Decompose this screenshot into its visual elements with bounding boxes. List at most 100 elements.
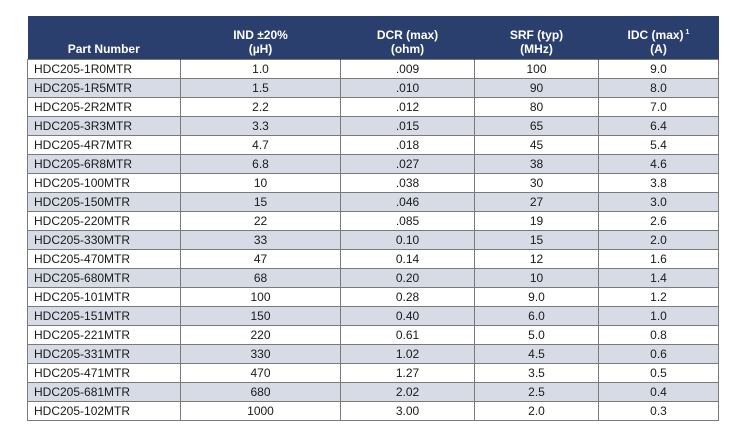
cell-srf: 80 xyxy=(474,97,599,117)
cell-inductance: 47 xyxy=(180,249,341,269)
cell-dcr: 0.61 xyxy=(340,325,475,345)
cell-dcr: 0.40 xyxy=(340,306,475,326)
cell-inductance: 4.7 xyxy=(180,135,341,155)
table-header: Part Number IND ±20% (µH) DCR (max) (ohm… xyxy=(27,16,719,60)
cell-srf: 100 xyxy=(474,59,599,79)
header-idc-line1: IDC (max) 1 xyxy=(603,26,714,42)
cell-part-number: HDC205-150MTR xyxy=(27,192,181,212)
cell-idc: 0.8 xyxy=(598,325,719,345)
cell-dcr: .027 xyxy=(340,154,475,174)
header-dcr-line1: DCR (max) xyxy=(376,28,439,42)
cell-dcr: .015 xyxy=(340,116,475,136)
cell-srf: 9.0 xyxy=(474,287,599,307)
table-row: HDC205-2R2MTR 2.2.012 80 7.0 xyxy=(27,97,719,117)
header-srf: SRF (typ) (MHz) xyxy=(474,16,599,60)
cell-srf: 5.0 xyxy=(474,325,599,345)
cell-idc: 0.5 xyxy=(598,363,719,383)
table-row: HDC205-1R0MTR 1.0.009 100 9.0 xyxy=(27,59,719,79)
cell-part-number: HDC205-471MTR xyxy=(27,363,181,383)
cell-idc: 1.2 xyxy=(598,287,719,307)
table-row: HDC205-102MTR 1000 3.00 2.0 0.3 xyxy=(27,401,719,421)
cell-part-number: HDC205-1R5MTR xyxy=(27,78,181,98)
cell-part-number: HDC205-331MTR xyxy=(27,344,181,364)
cell-dcr: .085 xyxy=(340,211,475,231)
table-row: HDC205-470MTR 47 0.14 12 1.6 xyxy=(27,249,719,269)
cell-idc: 1.4 xyxy=(598,268,719,288)
cell-inductance: 470 xyxy=(180,363,341,383)
header-dcr-line2: (ohm) xyxy=(390,42,425,56)
cell-idc: 6.4 xyxy=(598,116,719,136)
cell-part-number: HDC205-6R8MTR xyxy=(27,154,181,174)
cell-idc: 3.0 xyxy=(598,192,719,212)
header-inductance-line2: (µH) xyxy=(248,42,273,56)
cell-srf: 4.5 xyxy=(474,344,599,364)
table-row: HDC205-6R8MTR 6.8.027 38 4.6 xyxy=(27,154,719,174)
cell-dcr: .009 xyxy=(340,59,475,79)
cell-part-number: HDC205-102MTR xyxy=(27,401,181,421)
cell-dcr: 0.28 xyxy=(340,287,475,307)
cell-dcr: 2.02 xyxy=(340,382,475,402)
cell-idc: 2.0 xyxy=(598,230,719,250)
cell-part-number: HDC205-221MTR xyxy=(27,325,181,345)
table-row: HDC205-221MTR 220 0.61 5.0 0.8 xyxy=(27,325,719,345)
cell-inductance: 220 xyxy=(180,325,341,345)
cell-idc: 0.3 xyxy=(598,401,719,421)
table-row: HDC205-100MTR 10.038 30 3.8 xyxy=(27,173,719,193)
cell-part-number: HDC205-101MTR xyxy=(27,287,181,307)
table-row: HDC205-471MTR 470 1.27 3.5 0.5 xyxy=(27,363,719,383)
cell-inductance: 3.3 xyxy=(180,116,341,136)
cell-inductance: 680 xyxy=(180,382,341,402)
cell-part-number: HDC205-330MTR xyxy=(27,230,181,250)
cell-part-number: HDC205-3R3MTR xyxy=(27,116,181,136)
cell-srf: 19 xyxy=(474,211,599,231)
table-row: HDC205-1R5MTR 1.5.010 90 8.0 xyxy=(27,78,719,98)
cell-idc: 3.8 xyxy=(598,173,719,193)
cell-inductance: 100 xyxy=(180,287,341,307)
cell-srf: 2.5 xyxy=(474,382,599,402)
cell-idc: 9.0 xyxy=(598,59,719,79)
inductor-spec-table-container: Part Number IND ±20% (µH) DCR (max) (ohm… xyxy=(27,16,719,421)
cell-idc: 8.0 xyxy=(598,78,719,98)
cell-part-number: HDC205-470MTR xyxy=(27,249,181,269)
cell-dcr: .012 xyxy=(340,97,475,117)
cell-dcr: 3.00 xyxy=(340,401,475,421)
cell-inductance: 1.0 xyxy=(180,59,341,79)
cell-part-number: HDC205-2R2MTR xyxy=(27,97,181,117)
header-row: Part Number IND ±20% (µH) DCR (max) (ohm… xyxy=(27,16,719,60)
header-idc-title: IDC (max) xyxy=(627,28,684,42)
cell-inductance: 10 xyxy=(180,173,341,193)
table-row: HDC205-150MTR 15.046 27 3.0 xyxy=(27,192,719,212)
cell-idc: 4.6 xyxy=(598,154,719,174)
table-body: HDC205-1R0MTR 1.0.009 100 9.0 HDC205-1R5MTR 1… xyxy=(27,59,719,421)
header-idc: IDC (max) 1 (A) xyxy=(598,16,719,60)
cell-inductance: 2.2 xyxy=(180,97,341,117)
cell-srf: 30 xyxy=(474,173,599,193)
header-dcr: DCR (max) (ohm) xyxy=(340,16,475,60)
cell-dcr: 0.10 xyxy=(340,230,475,250)
header-part-number-line2: Part Number xyxy=(67,42,140,56)
header-part-number: Part Number xyxy=(27,16,181,60)
cell-inductance: 33 xyxy=(180,230,341,250)
header-inductance-line1: IND ±20% xyxy=(233,28,288,42)
cell-part-number: HDC205-1R0MTR xyxy=(27,59,181,79)
cell-inductance: 150 xyxy=(180,306,341,326)
cell-idc: 5.4 xyxy=(598,135,719,155)
table-row: HDC205-331MTR 330 1.02 4.5 0.6 xyxy=(27,344,719,364)
cell-part-number: HDC205-680MTR xyxy=(27,268,181,288)
cell-dcr: 1.02 xyxy=(340,344,475,364)
cell-part-number: HDC205-151MTR xyxy=(27,306,181,326)
table-row: HDC205-4R7MTR 4.7.018 45 5.4 xyxy=(27,135,719,155)
table-row: HDC205-681MTR 680 2.02 2.5 0.4 xyxy=(27,382,719,402)
cell-dcr: .046 xyxy=(340,192,475,212)
cell-inductance: 22 xyxy=(180,211,341,231)
cell-inductance: 1.5 xyxy=(180,78,341,98)
cell-srf: 38 xyxy=(474,154,599,174)
cell-idc: 1.0 xyxy=(598,306,719,326)
table-row: HDC205-151MTR 150 0.40 6.0 1.0 xyxy=(27,306,719,326)
cell-dcr: 1.27 xyxy=(340,363,475,383)
cell-idc: 1.6 xyxy=(598,249,719,269)
cell-inductance: 6.8 xyxy=(180,154,341,174)
cell-dcr: 0.20 xyxy=(340,268,475,288)
cell-srf: 10 xyxy=(474,268,599,288)
cell-dcr: .018 xyxy=(340,135,475,155)
